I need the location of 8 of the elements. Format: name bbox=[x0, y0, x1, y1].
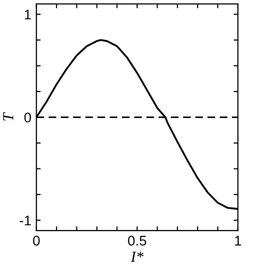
y-tick-label: 0 bbox=[24, 112, 31, 122]
y-tick-label: -1 bbox=[20, 216, 31, 226]
x-tick-label: 1 bbox=[235, 236, 242, 246]
y-axis-title: T bbox=[3, 112, 14, 121]
y-tick-label: 1 bbox=[24, 10, 31, 20]
x-axis-title: I* bbox=[130, 252, 144, 262]
x-tick-label: 0 bbox=[33, 236, 40, 246]
x-tick-label: 0.5 bbox=[128, 236, 146, 246]
